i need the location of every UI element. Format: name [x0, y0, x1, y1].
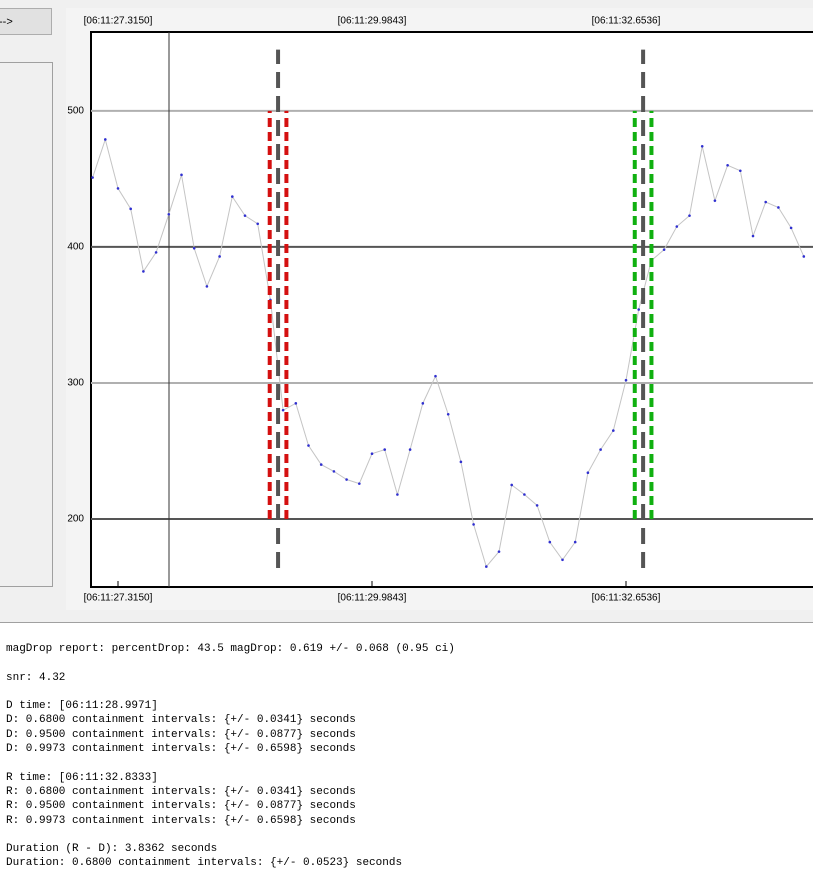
report-paragraph: R time: [06:11:32.8333] R: 0.6800 contain… — [6, 771, 813, 828]
data-point — [497, 550, 501, 553]
arrow-button[interactable]: --> — [0, 8, 52, 35]
data-point — [396, 493, 399, 496]
data-point — [764, 200, 768, 204]
data-point — [751, 234, 755, 238]
data-point — [129, 207, 132, 211]
x-tick-label: [06:11:29.9843] — [338, 593, 407, 604]
data-point — [612, 429, 615, 432]
y-tick-label: 400 — [67, 242, 84, 253]
data-point — [370, 452, 374, 455]
data-point — [624, 378, 628, 382]
data-point — [91, 176, 94, 179]
data-point — [739, 169, 742, 173]
report-line: snr: 4.32 — [6, 671, 66, 684]
data-point — [802, 255, 806, 258]
data-point — [103, 138, 107, 141]
data-point — [485, 565, 488, 568]
data-point — [205, 285, 209, 288]
data-point — [789, 226, 793, 230]
data-point — [535, 504, 539, 507]
plot-content — [91, 32, 813, 587]
report-line: R: 0.9973 containment intervals: {+/- 0.… — [6, 814, 356, 827]
data-point — [281, 408, 285, 412]
report-panel: magDrop report: percentDrop: 43.5 magDro… — [0, 622, 813, 872]
data-point — [662, 248, 666, 251]
data-point — [180, 173, 183, 177]
data-point — [688, 214, 691, 217]
data-point — [523, 493, 526, 496]
data-point — [777, 206, 780, 209]
data-point — [142, 270, 145, 273]
x-tick-label-top: [06:11:29.9843] — [338, 16, 407, 27]
data-point — [459, 460, 463, 464]
report-line: Duration (R - D): 3.8362 seconds — [6, 843, 218, 856]
x-tick-label: [06:11:32.6536] — [592, 593, 661, 604]
y-tick-label: 500 — [67, 106, 84, 117]
report-line: R: 0.9500 containment intervals: {+/- 0.… — [6, 800, 356, 813]
y-tick-label: 200 — [67, 514, 84, 525]
data-point — [434, 374, 437, 378]
data-point — [294, 402, 298, 405]
report-paragraph: snr: 4.32 — [6, 671, 813, 685]
x-tick-label: [06:11:27.3150] — [84, 593, 153, 604]
report-line: D: 0.9500 containment intervals: {+/- 0.… — [6, 728, 356, 741]
data-point — [510, 483, 514, 487]
report-line: D: 0.9973 containment intervals: {+/- 0.… — [6, 743, 356, 756]
data-point — [256, 222, 260, 226]
report-line: R: 0.6800 containment intervals: {+/- 0.… — [6, 785, 356, 798]
data-point — [116, 187, 120, 190]
data-point — [713, 199, 717, 202]
data-point — [230, 195, 234, 198]
x-tick-label-top: [06:11:32.6536] — [592, 16, 661, 27]
data-point — [726, 164, 729, 167]
x-tick-label-top: [06:11:27.3150] — [84, 16, 153, 27]
data-point — [561, 558, 564, 562]
data-point — [383, 448, 387, 451]
data-point — [307, 444, 310, 447]
report-line: magDrop report: percentDrop: 43.5 magDro… — [6, 643, 455, 655]
data-point — [345, 478, 348, 481]
report-paragraph: Duration (R - D): 3.8362 seconds Duration… — [6, 842, 813, 871]
data-point — [154, 251, 158, 254]
data-point — [548, 540, 552, 544]
y-tick-label: 300 — [67, 378, 84, 389]
data-point — [421, 402, 425, 405]
report-paragraph: D time: [06:11:28.9971] D: 0.6800 contain… — [6, 699, 813, 756]
data-point — [167, 212, 171, 216]
plot-area — [90, 31, 813, 588]
data-point — [218, 255, 221, 258]
data-point — [675, 225, 679, 228]
report-line: D time: [06:11:28.9971] — [6, 700, 158, 713]
data-point — [573, 540, 577, 544]
report-line: R time: [06:11:32.8333] — [6, 771, 158, 784]
report-line: D: 0.6800 containment intervals: {+/- 0.… — [6, 714, 356, 727]
data-point — [243, 214, 247, 217]
data-point — [192, 246, 196, 250]
data-point — [599, 448, 602, 451]
data-point — [358, 482, 361, 485]
data-point — [332, 470, 336, 473]
data-point — [586, 471, 590, 475]
data-point — [446, 412, 450, 416]
data-point — [637, 308, 641, 311]
data-point — [408, 448, 412, 451]
report-paragraph: magDrop report: percentDrop: 43.5 magDro… — [6, 642, 813, 656]
chart: 200 300 400 500 [06:11:27.3150] [06:11:27.315… — [67, 15, 813, 604]
data-point — [700, 144, 704, 148]
data-point — [319, 463, 323, 466]
data-point — [472, 523, 475, 526]
side-panel — [0, 62, 53, 587]
